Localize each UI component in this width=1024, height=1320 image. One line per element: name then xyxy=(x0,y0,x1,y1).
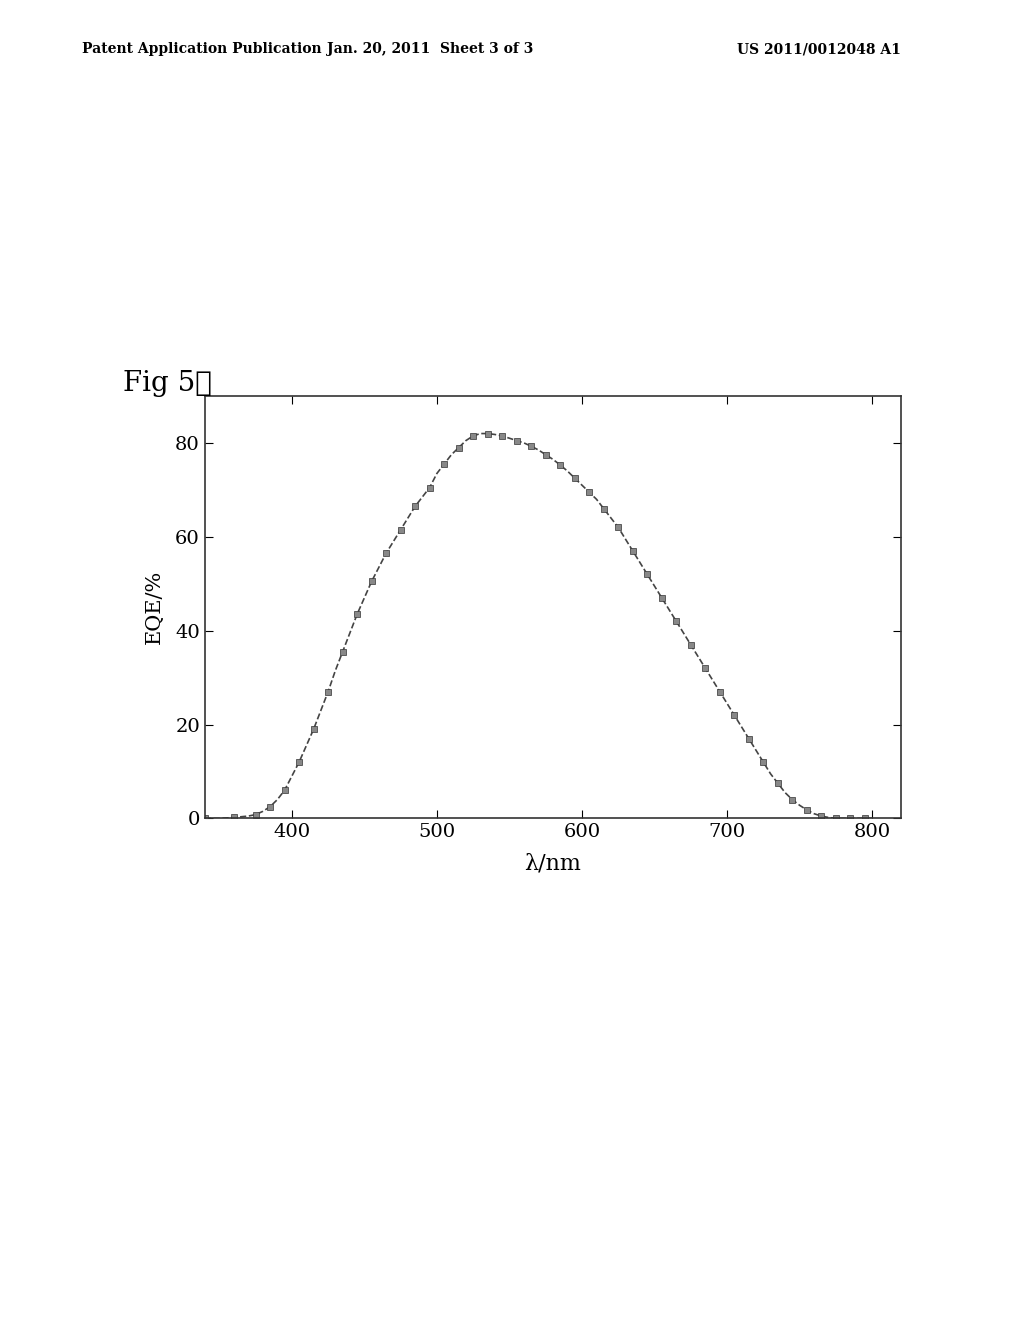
X-axis label: λ/nm: λ/nm xyxy=(524,853,582,874)
Text: Patent Application Publication: Patent Application Publication xyxy=(82,42,322,57)
Text: US 2011/0012048 A1: US 2011/0012048 A1 xyxy=(737,42,901,57)
Text: Fig 5：: Fig 5： xyxy=(123,370,212,396)
Y-axis label: EQE/%: EQE/% xyxy=(145,570,164,644)
Text: Jan. 20, 2011  Sheet 3 of 3: Jan. 20, 2011 Sheet 3 of 3 xyxy=(327,42,534,57)
